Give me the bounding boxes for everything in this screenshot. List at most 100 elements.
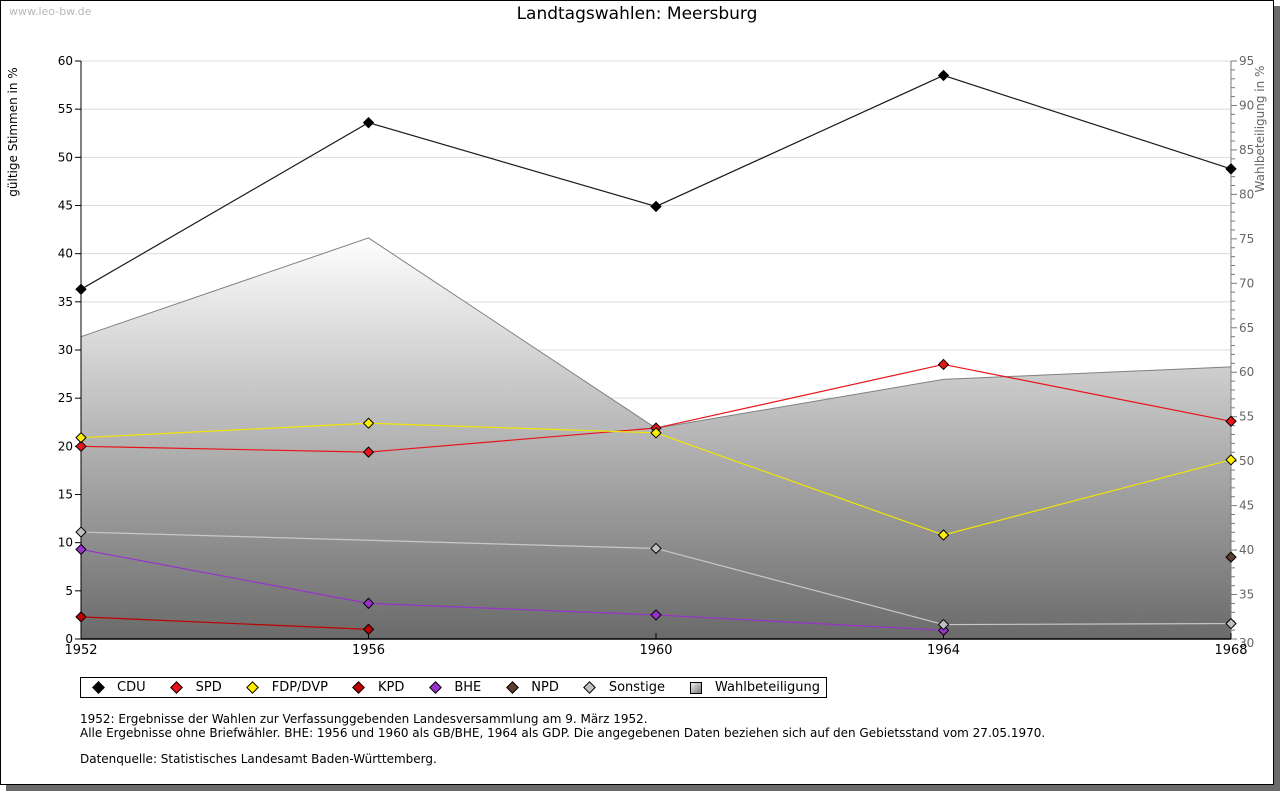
data-point-npd	[1225, 551, 1237, 563]
data-point-sonstige	[75, 526, 87, 538]
y2-tick-label: 95	[1239, 54, 1254, 68]
y2-tick-label: 40	[1239, 543, 1254, 557]
legend-item: CDU	[89, 680, 146, 695]
y-tick-label: 45	[58, 199, 73, 213]
legend-swatch	[690, 681, 703, 694]
data-point-fdpdvp	[937, 529, 950, 541]
y2-axis-title: Wahlbeteiligung in %	[1253, 66, 1267, 193]
legend-label: FDP/DVP	[271, 680, 328, 695]
series-line-sonstige	[80, 531, 1232, 626]
legend-item: KPD	[350, 680, 404, 695]
y-tick-label: 20	[58, 439, 73, 453]
y2-tick-label: 75	[1239, 232, 1254, 246]
data-point-fdpdvp	[650, 427, 662, 439]
chart-title: Landtagswahlen: Meersburg	[516, 4, 758, 24]
y2-tick-label: 65	[1239, 321, 1254, 335]
watermark: www.leo-bw.de	[9, 5, 92, 18]
data-point-bhe	[362, 597, 375, 610]
legend-diamond-icon	[350, 681, 368, 694]
y2-tick-label: 50	[1239, 454, 1254, 468]
legend-label: NPD	[531, 680, 559, 695]
y-tick-label: 35	[58, 295, 73, 309]
legend-item: Sonstige	[581, 680, 665, 695]
legend-item: BHE	[426, 680, 481, 695]
y-axis-title: gültige Stimmen in %	[6, 67, 20, 196]
legend-label: Wahlbeteiligung	[715, 680, 821, 695]
y2-tick-label: 55	[1239, 410, 1254, 424]
legend-square-icon	[687, 681, 705, 694]
series-line-kpd	[80, 616, 369, 630]
legend-label: CDU	[117, 680, 146, 695]
note-line-1: 1952: Ergebnisse der Wahlen zur Verfassu…	[80, 712, 648, 726]
legend-label: KPD	[377, 680, 405, 695]
data-point-cdu	[362, 116, 375, 129]
legend-diamond-icon	[244, 681, 262, 694]
legend-item: Wahlbeteiligung	[687, 680, 820, 695]
legend-label: BHE	[454, 680, 482, 695]
legend-item: NPD	[503, 680, 559, 695]
y2-tick-label: 90	[1239, 98, 1254, 112]
legend-diamond-icon	[89, 681, 107, 694]
y-tick-label: 60	[58, 54, 73, 68]
series-line-cdu	[80, 74, 1232, 290]
y-tick-label: 50	[58, 150, 73, 164]
data-point-sonstige	[937, 618, 950, 631]
data-point-cdu	[75, 283, 87, 296]
y2-tick-label: 35	[1239, 588, 1254, 602]
legend-swatch	[246, 681, 260, 694]
data-point-kpd	[75, 611, 87, 623]
data-point-sonstige	[650, 542, 662, 555]
x-tick-label: 1960	[639, 643, 672, 658]
legend-swatch	[428, 681, 442, 694]
y2-tick-label: 85	[1239, 143, 1254, 157]
y2-tick-label: 60	[1239, 365, 1254, 379]
y-tick-label: 15	[58, 488, 73, 502]
legend-swatch	[583, 681, 597, 694]
data-point-sonstige	[1225, 617, 1237, 630]
y-tick-label: 30	[58, 343, 73, 357]
chart-plot: 0 5 10 15 20 25 30 35 40 45 50 55 60 30 35 40 45 50 55 60 65…	[6, 54, 1267, 658]
data-point-fdpdvp	[1225, 454, 1237, 466]
data-point-fdpdvp	[362, 417, 375, 429]
data-point-cdu	[937, 69, 950, 82]
data-point-spd	[1225, 415, 1237, 427]
legend-swatch	[170, 681, 183, 694]
data-point-bhe	[75, 543, 87, 556]
data-point-spd	[75, 440, 87, 453]
y2-tick-label: 45	[1239, 499, 1254, 513]
legend-diamond-icon	[581, 681, 599, 694]
frame-shadow-right	[1274, 6, 1280, 791]
legend-diamond-icon	[426, 681, 444, 694]
x-tick-label: 1968	[1214, 643, 1247, 658]
y-tick-label: 0	[65, 632, 73, 646]
legend-label: SPD	[195, 680, 222, 695]
data-point-spd	[937, 358, 950, 371]
y-tick-label: 55	[58, 102, 73, 116]
data-point-kpd	[362, 623, 375, 636]
y2-tick-label: 80	[1239, 187, 1254, 201]
x-tick-label: 1952	[64, 643, 97, 658]
data-point-cdu	[650, 200, 662, 213]
legend-item: FDP/DVP	[244, 680, 328, 695]
legend: CDU SPD FDP/DVP KPD BHE NPD Sonstige Wahlbeteil…	[80, 677, 828, 698]
legend-swatch	[91, 681, 105, 694]
legend-diamond-icon	[168, 681, 186, 694]
data-point-bhe	[650, 609, 662, 621]
y-tick-label: 5	[65, 584, 73, 598]
y-tick-label: 40	[58, 247, 73, 261]
data-point-bhe	[937, 624, 950, 637]
legend-swatch	[505, 681, 519, 694]
y-tick-label: 10	[58, 536, 73, 550]
data-point-spd	[362, 446, 375, 458]
x-tick-label: 1964	[927, 643, 960, 658]
frame-shadow-bottom	[6, 785, 1280, 791]
legend-label: Sonstige	[608, 680, 666, 695]
legend-item: SPD	[168, 680, 222, 695]
y2-tick-label: 30	[1239, 636, 1254, 650]
data-source: Datenquelle: Statistisches Landesamt Bad…	[80, 752, 437, 766]
y-tick-label: 25	[58, 391, 73, 405]
data-point-fdpdvp	[75, 431, 87, 444]
note-line-2: Alle Ergebnisse ohne Briefwähler. BHE: 1…	[80, 726, 1046, 740]
legend-swatch	[352, 681, 366, 694]
series-line-bhe	[80, 548, 944, 631]
